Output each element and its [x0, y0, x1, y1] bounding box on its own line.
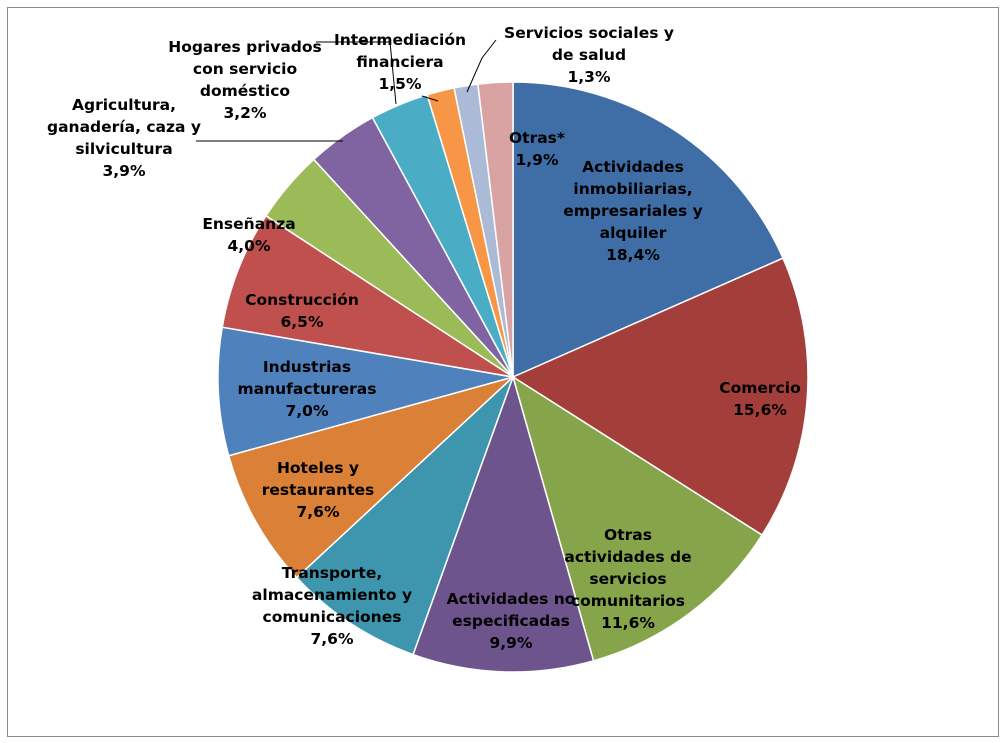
slice-label: Construcción 6,5%: [245, 291, 359, 331]
leader-lines: [196, 39, 497, 142]
leader-line: [466, 39, 497, 93]
pie-slice: [477, 81, 514, 378]
slice-label: Otras actividades de servicios comunitarios…: [564, 526, 691, 632]
slice-value-label: 4,0%: [228, 237, 271, 255]
slice-label: Agricultura, ganadería, caza y silvicultur…: [47, 96, 201, 180]
slice-labels: Actividades inmobiliarias, empresariales y…: [47, 24, 801, 652]
slice-name-label: Transporte,: [282, 564, 382, 582]
pie-slice: [412, 374, 595, 673]
pie-slice: [217, 326, 514, 457]
slice-label: Intermediación financiera 1,5%: [334, 31, 466, 93]
slice-value-label: 1,5%: [379, 75, 422, 93]
slice-name-label: Agricultura,: [72, 96, 176, 114]
slice-label: Servicios sociales y de salud 1,3%: [504, 24, 674, 86]
slice-name-label: especificadas: [452, 612, 570, 630]
slice-name-label: Servicios sociales y: [504, 24, 674, 42]
slice-label: Hoteles y restaurantes 7,6%: [262, 459, 375, 521]
slice-label: Enseñanza 4,0%: [202, 215, 295, 255]
slice-label: Otras* 1,9%: [509, 129, 565, 169]
slice-name-label: financiera: [356, 53, 443, 71]
slice-value-label: 7,6%: [311, 630, 354, 648]
slice-name-label: actividades de: [564, 548, 691, 566]
slice-value-label: 1,9%: [516, 151, 559, 169]
leader-line: [316, 41, 397, 105]
slice-name-label: ganadería, caza y: [47, 118, 201, 136]
slice-label: Actividades inmobiliarias, empresariales y…: [563, 158, 703, 264]
leader-line: [421, 95, 439, 102]
slice-name-label: Comercio: [719, 379, 800, 397]
slice-name-label: servicios: [589, 570, 666, 588]
slice-name-label: Actividades no: [447, 590, 576, 608]
slice-label: Comercio 15,6%: [719, 379, 800, 419]
slice-name-label: Actividades: [582, 158, 684, 176]
slice-value-label: 15,6%: [733, 401, 787, 419]
slice-name-label: Enseñanza: [202, 215, 295, 233]
slice-label: Actividades no especificadas 9,9%: [447, 590, 576, 652]
pie-slice: [512, 81, 784, 379]
pie-slice: [295, 376, 514, 656]
pie-slice: [221, 214, 514, 378]
slice-name-label: empresariales y: [563, 202, 703, 220]
slice-value-label: 7,0%: [286, 402, 329, 420]
slice-name-label: silvicultura: [75, 140, 172, 158]
slice-name-label: Otras: [604, 526, 652, 544]
slice-name-label: Industrias: [263, 358, 351, 376]
slice-value-label: 1,3%: [568, 68, 611, 86]
slice-name-label: Hogares privados: [168, 38, 322, 56]
slice-name-label: almacenamiento y: [252, 586, 412, 604]
slice-value-label: 7,6%: [297, 503, 340, 521]
slice-label: Transporte, almacenamiento y comunicacione…: [252, 564, 412, 648]
slice-value-label: 9,9%: [490, 634, 533, 652]
slice-value-label: 3,2%: [224, 104, 267, 122]
slice-name-label: alquiler: [600, 224, 667, 242]
slice-name-label: de salud: [552, 46, 626, 64]
slice-name-label: Intermediación: [334, 31, 466, 49]
pie-slice: [511, 375, 764, 662]
slice-label: Industrias manufactureras 7,0%: [237, 358, 376, 420]
slice-name-label: comunitarios: [571, 592, 685, 610]
slice-name-label: restaurantes: [262, 481, 375, 499]
slice-name-label: Hoteles y: [277, 459, 359, 477]
pie-slice: [511, 257, 809, 537]
slice-value-label: 18,4%: [606, 246, 660, 264]
slice-name-label: manufactureras: [237, 380, 376, 398]
slice-name-label: comunicaciones: [263, 608, 402, 626]
slice-value-label: 3,9%: [103, 162, 146, 180]
slice-name-label: Otras*: [509, 129, 565, 147]
slice-name-label: doméstico: [200, 82, 290, 100]
slice-name-label: Construcción: [245, 291, 359, 309]
slice-name-label: con servicio: [193, 60, 297, 78]
slice-value-label: 11,6%: [601, 614, 655, 632]
pie-slices: [217, 81, 809, 673]
pie-slice: [227, 376, 514, 579]
slice-name-label: inmobiliarias,: [573, 180, 692, 198]
slice-value-label: 6,5%: [281, 313, 324, 331]
slice-label: Hogares privados con servicio doméstico 3,2…: [168, 38, 322, 122]
